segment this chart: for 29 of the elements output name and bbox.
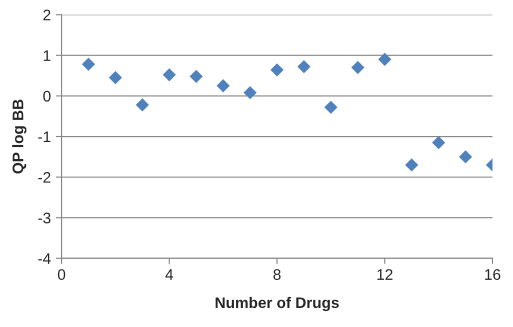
y-axis-title: QP log BB [12,100,26,174]
point [162,68,176,82]
point [297,60,311,74]
y-tick-label: -4 [38,253,51,264]
point [378,52,392,66]
x-tick-label: 12 [377,269,392,280]
y-tick-label: -3 [38,212,50,224]
x-tick-label: 0 [58,269,66,280]
x-tick-label: 16 [485,269,500,280]
x-tick-label: 4 [165,269,174,280]
point [324,100,338,114]
y-tick-label: -2 [38,172,50,183]
point [270,63,284,77]
x-axis-title: Number of Drugs [216,296,339,312]
point [216,79,230,92]
point [458,150,472,164]
y-tick-label: 2 [43,10,50,20]
y-tick-label: 0 [43,90,51,102]
point [82,58,96,71]
x-tick-label: 8 [273,269,281,280]
point [351,60,364,74]
point [136,98,149,112]
point [244,86,257,100]
point [108,71,122,84]
y-tick-label: -1 [38,132,50,142]
point [190,70,203,84]
y-tick-label: 1 [44,50,50,61]
point [432,136,446,150]
point [405,158,418,172]
